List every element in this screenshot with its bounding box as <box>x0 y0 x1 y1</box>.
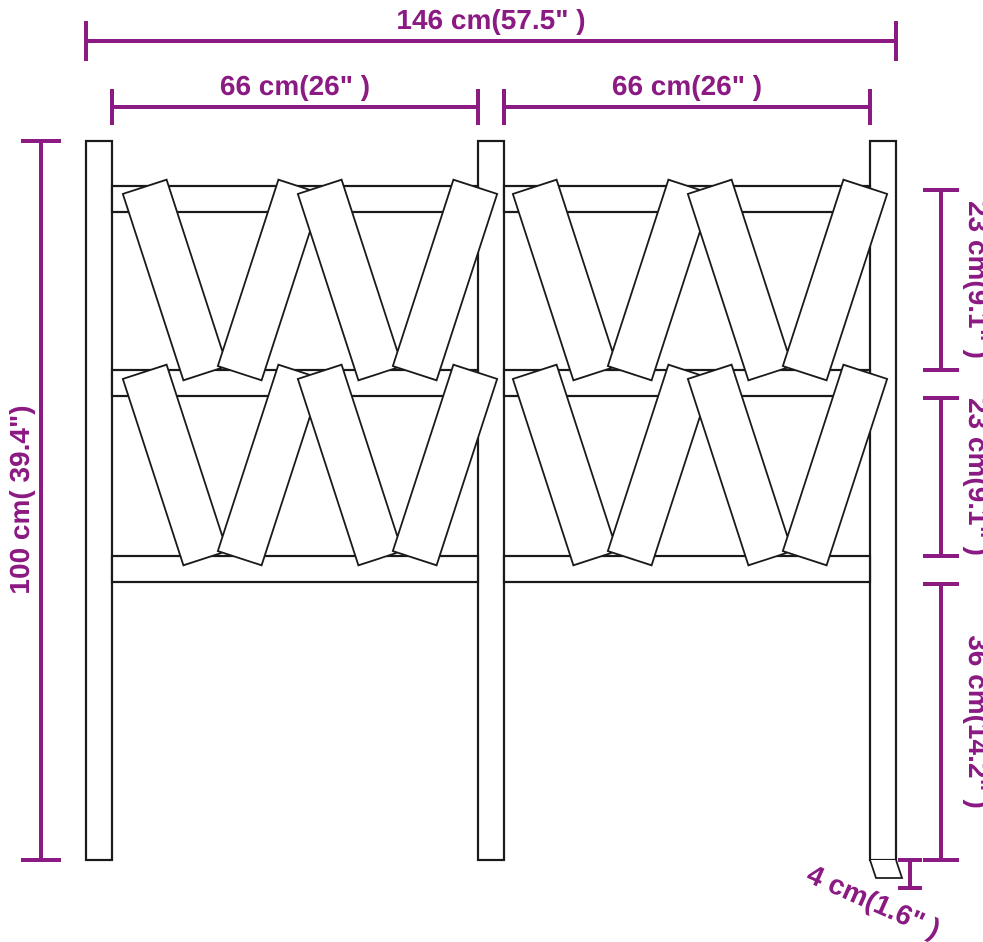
mid-post <box>478 141 504 860</box>
dim-top-total: 146 cm(57.5" ) <box>86 4 896 61</box>
dim-top-left: 66 cm(26" ) <box>112 70 478 125</box>
dim-right-3: 36 cm(14.2" ) <box>923 584 983 860</box>
dim-left-height: 100 cm( 39.4") <box>4 141 61 860</box>
left-post <box>86 141 112 860</box>
post-depth-lip <box>870 860 902 878</box>
dim-right-3-label: 36 cm(14.2" ) <box>963 635 983 809</box>
dim-right-1-label: 23 cm(9.1" ) <box>963 201 983 359</box>
dim-top-total-label: 146 cm(57.5" ) <box>396 4 585 35</box>
dim-right-2-label: 23 cm(9.1" ) <box>963 398 983 556</box>
dim-right-1: 23 cm(9.1" ) <box>923 190 983 370</box>
dim-left-height-label: 100 cm( 39.4") <box>4 405 35 594</box>
headboard-drawing <box>86 141 902 878</box>
dim-top-right: 66 cm(26" ) <box>504 70 870 125</box>
dim-top-right-label: 66 cm(26" ) <box>612 70 762 101</box>
dim-right-2: 23 cm(9.1" ) <box>923 398 983 556</box>
dim-top-left-label: 66 cm(26" ) <box>220 70 370 101</box>
right-post <box>870 141 896 860</box>
